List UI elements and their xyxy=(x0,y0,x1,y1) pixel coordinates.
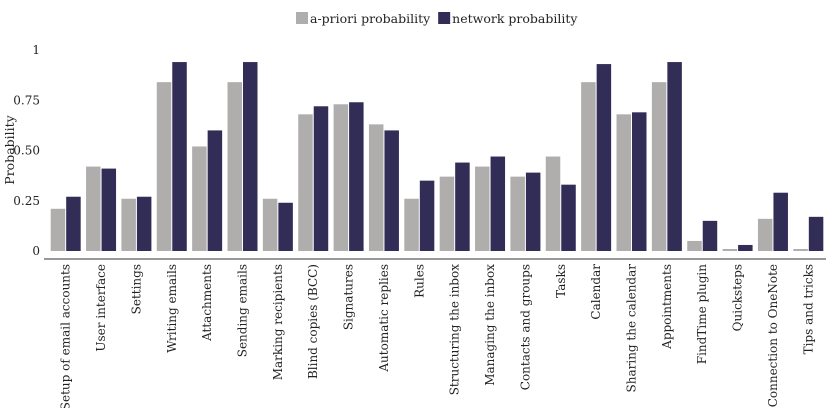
y-tick-label: 0.25 xyxy=(13,194,40,208)
bar-network xyxy=(490,156,506,251)
bar-a-priori xyxy=(333,104,349,252)
bar-network xyxy=(207,130,223,251)
y-axis: 0 0.25 0.50 0.75 1 xyxy=(13,43,40,258)
bar-a-priori xyxy=(581,82,596,251)
x-tick-label: Tasks xyxy=(554,264,568,298)
bar-network xyxy=(384,130,399,251)
bar-network xyxy=(773,192,788,251)
bar-a-priori xyxy=(368,124,384,251)
bar-a-priori xyxy=(439,176,455,251)
bar-a-priori xyxy=(475,166,490,251)
bar-network xyxy=(278,202,293,251)
bar-network xyxy=(313,106,329,251)
bar-network xyxy=(243,62,258,252)
bar-network xyxy=(702,220,718,251)
bar-a-priori xyxy=(86,166,101,251)
y-tick-label: 0.75 xyxy=(13,93,40,107)
bar-a-priori xyxy=(510,176,525,251)
x-tick-label: Rules xyxy=(412,264,426,298)
bar-network xyxy=(66,196,81,251)
bar-network xyxy=(667,62,682,252)
x-tick-label: FindTime plugin xyxy=(695,264,709,364)
x-tick-label: Quicksteps xyxy=(731,264,745,331)
bar-a-priori xyxy=(687,240,702,251)
bar-network xyxy=(101,168,117,251)
bar-a-priori xyxy=(192,146,207,251)
x-tick-label: Settings xyxy=(129,264,143,314)
x-tick-label: Calendar xyxy=(589,264,603,320)
legend-swatch xyxy=(438,12,451,24)
bar-a-priori xyxy=(404,198,419,251)
x-tick-label: Tips and tricks xyxy=(801,264,815,354)
bar-network xyxy=(561,184,576,251)
x-tick-label: Attachments xyxy=(200,264,214,342)
bar-a-priori xyxy=(50,208,66,251)
legend-swatch xyxy=(296,12,308,24)
bar-network xyxy=(136,196,152,251)
bar-a-priori xyxy=(651,82,667,251)
bar-a-priori xyxy=(793,248,808,251)
y-axis-title: Probability xyxy=(2,114,17,184)
legend-label: a-priori probability xyxy=(310,11,431,26)
legend-label: network probability xyxy=(452,11,578,26)
legend: a-priori probability network probability xyxy=(296,11,578,26)
bar-network xyxy=(632,112,647,251)
y-tick-label: 0.50 xyxy=(13,144,40,158)
bar-a-priori xyxy=(298,114,313,251)
bar-network xyxy=(455,162,470,251)
bar-network xyxy=(172,62,187,252)
x-tick-label: Sending emails xyxy=(236,264,250,357)
x-tick-label: Sharing the calendar xyxy=(625,264,639,393)
x-axis: Setup of email accounts User interface Set… xyxy=(44,258,826,408)
x-tick-label: Appointments xyxy=(660,264,674,350)
x-tick-label: Signatures xyxy=(342,264,356,330)
x-tick-label: Writing emails xyxy=(165,264,179,353)
x-tick-label: Marking recipients xyxy=(271,264,285,380)
bar-network xyxy=(419,180,435,251)
bar-a-priori xyxy=(156,82,172,251)
bar-a-priori xyxy=(722,248,738,251)
bar-network xyxy=(525,172,541,251)
x-tick-label: User interface xyxy=(94,264,108,352)
x-tick-label: Contacts and groups xyxy=(518,264,532,390)
bar-a-priori xyxy=(227,82,242,251)
bar-a-priori xyxy=(121,198,136,251)
x-tick-label: Structuring the inbox xyxy=(448,264,462,396)
bar-a-priori xyxy=(262,198,278,251)
x-tick-label: Blind copies (BCC) xyxy=(306,264,320,379)
bar-network xyxy=(349,102,364,251)
x-tick-label: Setup of email accounts xyxy=(59,264,73,408)
bar-network xyxy=(738,244,753,251)
bar-a-priori xyxy=(545,156,561,251)
x-tick-label: Managing the inbox xyxy=(483,264,497,386)
bars xyxy=(50,62,824,252)
x-tick-label: Automatic replies xyxy=(377,264,391,373)
bar-network xyxy=(596,64,612,251)
y-tick-label: 1 xyxy=(32,43,40,57)
y-tick-label: 0 xyxy=(32,244,40,258)
x-tick-label: Connection to OneNote xyxy=(766,264,780,407)
bar-a-priori xyxy=(616,114,631,251)
bar-a-priori xyxy=(757,218,773,251)
bar-network xyxy=(808,216,824,251)
